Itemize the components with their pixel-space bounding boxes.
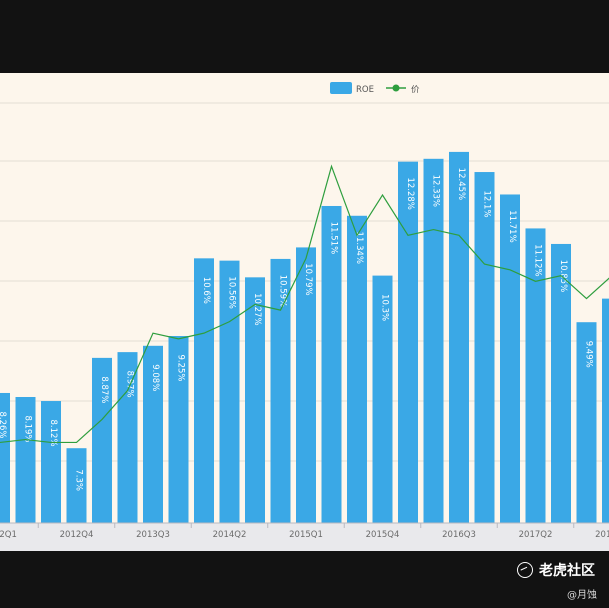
roe-bar-2017Q1: [474, 172, 495, 523]
roe-bar-2013Q2: [117, 352, 138, 523]
roe-bar-label-2014Q4: 10.27%: [252, 293, 262, 325]
roe-bar-2017Q2: [500, 194, 520, 523]
roe-bar-label-2017Q4: 10.85%: [558, 260, 568, 292]
roe-bar-labels: 8.26% 8.19% 8.12% 7.3% 8.87% 8.97% 9.08% 9.25% 1…: [0, 168, 594, 491]
roe-bar-2014Q2: [194, 258, 214, 523]
roe-bar-2017Q3: [525, 228, 546, 523]
legend-price-label: 价: [411, 85, 420, 95]
roe-bar-2016Q3: [423, 158, 444, 523]
roe-bar-label-2016Q1: 10.3%: [380, 294, 390, 321]
legend-roe-swatch: [330, 82, 352, 94]
x-axis: 2012Q1 2012Q4 2013Q3 2014Q2 2015Q1 2015Q4 2016…: [0, 522, 609, 551]
footer-logo: 老虎社区: [517, 560, 595, 580]
chart-svg: 8.26% 8.19% 8.12% 7.3% 8.87% 8.97% 9.08% 9.25% 1…: [0, 82, 609, 551]
roe-bar-2013Q1: [92, 357, 112, 523]
roe-bar-2016Q4: [449, 151, 469, 523]
legend: ROE 价: [330, 82, 420, 95]
roe-bar-2015Q4: [347, 215, 367, 523]
roe-bar-2018Q2: [602, 298, 609, 523]
roe-bar-label-2015Q4: 11.34%: [354, 232, 364, 264]
x-axis-band: [0, 523, 609, 551]
roe-bar-2014Q1: [168, 336, 189, 523]
roe-bar-2015Q1: [270, 258, 291, 523]
roe-bar-label-2017Q3: 11.12%: [533, 244, 543, 276]
author-handle: @月蚀: [567, 590, 597, 601]
roe-bar-label-2013Q2: 8.97%: [125, 371, 135, 398]
roe-bar-2015Q2: [296, 247, 316, 524]
roe-bar-label-2015Q3: 11.51%: [329, 222, 339, 254]
roe-bar-2012Q4: [66, 448, 87, 523]
x-tick-label-2014Q2: 2014Q2: [213, 530, 247, 540]
legend-price-marker: [392, 84, 400, 92]
roe-bar-label-2016Q4: 12.45%: [456, 168, 466, 200]
roe-bar-label-2014Q3: 10.56%: [227, 276, 237, 308]
roe-bar-label-2014Q2: 10.6%: [201, 277, 211, 304]
roe-bar-2012Q3: [41, 401, 61, 523]
roe-bar-2012Q2: [15, 397, 36, 523]
x-tick-label-2012Q4: 2012Q4: [60, 530, 94, 540]
roe-bar-label-2012Q2: 8.19%: [23, 415, 33, 442]
x-tick-label-2015Q1: 2015Q1: [289, 530, 323, 540]
roe-bar-label-2012Q4: 7.3%: [74, 469, 84, 491]
roe-bar-label-2016Q3: 12.33%: [431, 175, 441, 207]
brand-label: 老虎社区: [539, 563, 595, 579]
roe-bar-label-2015Q2: 10.79%: [303, 263, 313, 295]
roe-bar-label-2013Q3: 9.08%: [150, 364, 160, 391]
chart-panel: 8.26% 8.19% 8.12% 7.3% 8.87% 8.97% 9.08% 9.25% 1…: [0, 73, 609, 551]
roe-bar-2013Q3: [143, 345, 163, 523]
roe-bar-label-2018Q1: 9.49%: [584, 341, 594, 368]
roe-bar-label-2012Q3: 8.12%: [48, 420, 58, 447]
tiger-logo-icon: [517, 562, 533, 578]
roe-bar-label-2016Q2: 12.28%: [405, 177, 415, 209]
x-tick-label-2013Q3: 2013Q3: [136, 530, 170, 540]
roe-bar-2016Q1: [372, 275, 393, 523]
price-line-path: [0, 164, 609, 444]
x-tick-label-2017Q2: 2017Q2: [519, 530, 553, 540]
roe-bar-label-2015Q1: 10.59%: [278, 275, 288, 307]
roe-bar-label-2014Q1: 9.25%: [176, 355, 186, 382]
roe-bar-label-2013Q1: 8.87%: [99, 376, 109, 403]
x-tick-label-2016Q3: 2016Q3: [442, 530, 476, 540]
roe-bar-2015Q3: [321, 205, 342, 523]
x-tick-label-2012Q1: 2012Q1: [0, 530, 17, 540]
price-line: [0, 164, 609, 444]
legend-roe-label: ROE: [356, 85, 374, 95]
roe-bar-2014Q4: [245, 277, 265, 523]
roe-bar-2018Q1: [576, 322, 597, 523]
roe-bars: [0, 151, 609, 524]
roe-bar-2017Q4: [551, 243, 571, 523]
roe-bar-2014Q3: [219, 260, 240, 523]
roe-bar-2016Q2: [398, 161, 418, 523]
x-tick-label-2018Q1: 2018Q1: [595, 530, 609, 540]
roe-bar-label-2017Q2: 11.71%: [507, 210, 517, 242]
roe-bar-label-2017Q1: 12.1%: [482, 191, 492, 218]
roe-bar-label-2012Q1: 8.26%: [0, 411, 7, 438]
roe-bar-2012Q1: [0, 392, 10, 523]
x-tick-label-2015Q4: 2015Q4: [366, 530, 400, 540]
